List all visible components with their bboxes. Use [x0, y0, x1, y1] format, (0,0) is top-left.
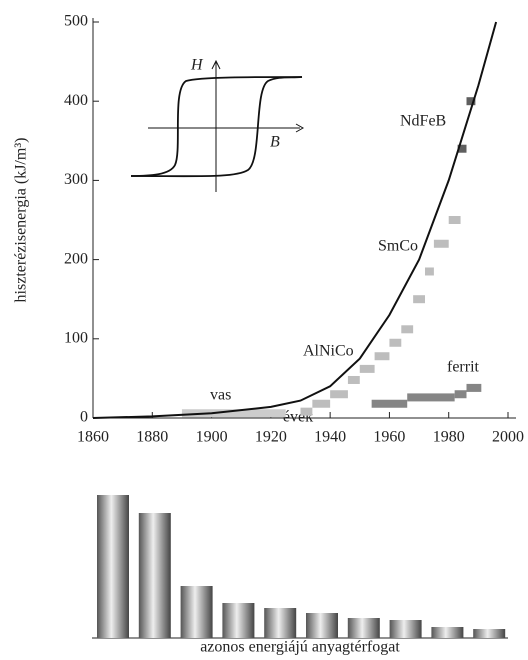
y-tick-label: 200 — [64, 250, 88, 267]
x-tick-label: 1880 — [136, 429, 168, 446]
x-tick-label: 1920 — [255, 429, 287, 446]
bar — [138, 513, 171, 638]
inset-label: H — [190, 57, 204, 74]
material-band — [466, 97, 476, 106]
bar — [431, 627, 464, 638]
series-label: ferrit — [447, 359, 480, 376]
material-band — [433, 239, 449, 248]
material-band — [300, 407, 313, 416]
material-band — [347, 375, 360, 384]
x-tick-label: 1960 — [373, 429, 405, 446]
series-label: SmCo — [378, 238, 418, 255]
bar — [180, 586, 213, 638]
material-band — [371, 399, 408, 408]
x-tick-label: 2000 — [492, 429, 524, 446]
hysteresis-inset — [130, 59, 305, 192]
material-band — [413, 295, 425, 304]
bar — [473, 629, 506, 638]
bar — [347, 618, 380, 638]
x-tick-label: 1940 — [314, 429, 346, 446]
bar — [222, 603, 255, 638]
material-band — [374, 352, 390, 361]
x-tick-label: 1980 — [433, 429, 465, 446]
hysteresis-curve — [130, 76, 303, 177]
series-label: AlNiCo — [303, 343, 354, 360]
x-axis-label: azonos energiájú anyagtérfogat — [200, 639, 400, 656]
material-band — [448, 216, 461, 224]
bar — [264, 608, 297, 638]
material-band — [457, 144, 467, 153]
material-band — [425, 267, 434, 276]
x-tick-label: 1900 — [196, 429, 228, 446]
bar — [389, 620, 422, 638]
material-band — [466, 383, 482, 392]
material-band — [401, 325, 414, 334]
material-band — [359, 364, 375, 373]
material-band — [312, 399, 331, 408]
y-tick-label: 300 — [64, 171, 88, 188]
y-tick-label: 500 — [64, 13, 88, 30]
y-tick-label: 400 — [64, 92, 88, 109]
bar — [306, 613, 338, 638]
bar — [97, 495, 129, 638]
material-band — [181, 409, 286, 418]
inset-arrow — [211, 59, 305, 133]
x-tick-label: 1860 — [77, 429, 109, 446]
material-band — [407, 393, 455, 402]
trend-curve — [92, 21, 498, 419]
y-tick-label: 100 — [64, 329, 88, 346]
y-tick-label: 0 — [80, 409, 88, 426]
material-band — [454, 390, 467, 399]
material-band — [330, 390, 348, 399]
material-band — [389, 338, 402, 347]
inset-label: B — [270, 134, 280, 151]
y-axis-label: hiszterézisenergia (kJ/m³) — [13, 138, 30, 303]
series-label: vas — [210, 387, 231, 404]
series-label: NdFeB — [400, 113, 446, 130]
